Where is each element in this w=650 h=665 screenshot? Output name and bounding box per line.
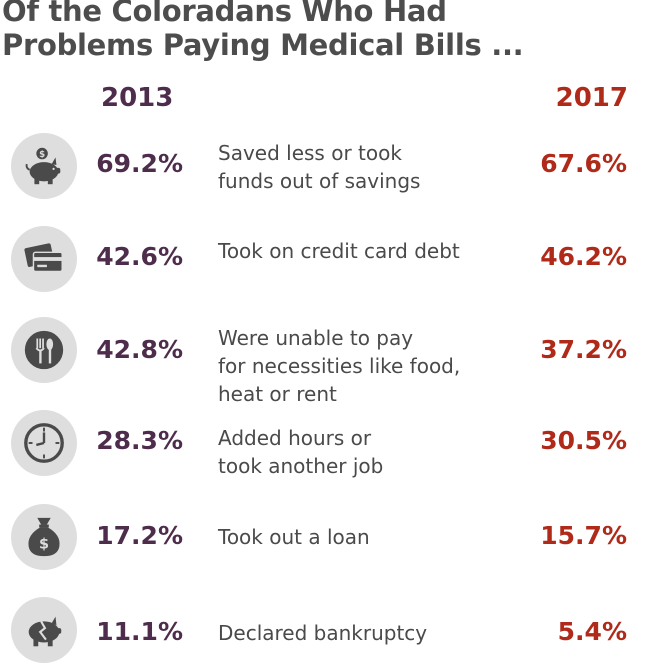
svg-text:$: $ [39, 150, 45, 160]
chart-title-line-2: Problems Paying Medical Bills ... [2, 28, 524, 62]
value-2017: 67.6% [540, 149, 627, 178]
row-label: Added hours or took another job [218, 426, 384, 478]
row-label: Were unable to pay for necessities like … [218, 326, 461, 406]
value-2013: 42.8% [96, 335, 183, 364]
value-2017: 15.7% [540, 521, 627, 550]
chart-title-line-1: Of the Coloradans Who Had [2, 0, 447, 28]
svg-text:$: $ [39, 537, 49, 553]
value-2013: 42.6% [96, 242, 183, 271]
value-2017: 46.2% [540, 242, 627, 271]
food-utensils-icon [11, 317, 77, 383]
broken-piggy-bank-icon [11, 597, 77, 663]
value-2017: 5.4% [557, 617, 627, 646]
value-2013: 17.2% [96, 521, 183, 550]
value-2017: 37.2% [540, 335, 627, 364]
row-label: Saved less or took funds out of savings [218, 141, 421, 193]
value-2013: 28.3% [96, 426, 183, 455]
row-label: Declared bankruptcy [218, 621, 428, 645]
clock-icon [11, 410, 77, 476]
value-2013: 69.2% [96, 149, 183, 178]
row-label: Took on credit card debt [218, 239, 460, 263]
value-2017: 30.5% [540, 426, 627, 455]
piggy-bank-icon: $ [11, 133, 77, 199]
credit-card-icon [11, 226, 77, 292]
row-label: Took out a loan [218, 525, 370, 549]
money-bag-icon: $ [11, 504, 77, 570]
value-2013: 11.1% [96, 617, 183, 646]
column-header-2017: 2017 [555, 83, 628, 113]
column-header-2013: 2013 [101, 83, 174, 113]
chart-title: Of the Coloradans Who Had Problems Payin… [2, 0, 642, 62]
